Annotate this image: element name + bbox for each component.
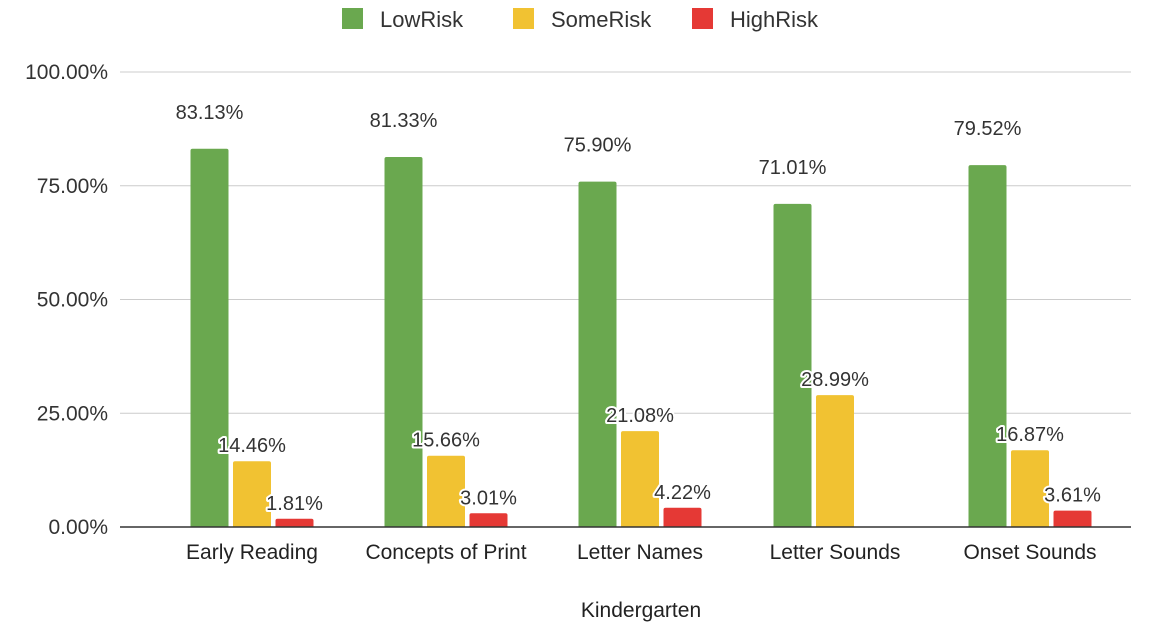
data-label: 71.01% bbox=[759, 157, 827, 179]
data-label: 15.66% bbox=[412, 430, 480, 452]
data-label: 83.13% bbox=[176, 102, 244, 124]
bar-somerisk bbox=[816, 395, 854, 527]
y-tick-label: 25.00% bbox=[37, 402, 108, 425]
y-tick-label: 100.00% bbox=[25, 61, 108, 84]
bar-lowrisk bbox=[968, 165, 1007, 527]
data-label: 3.61% bbox=[1044, 485, 1101, 507]
x-tick-label: Early Reading bbox=[186, 541, 318, 564]
x-tick-label: Onset Sounds bbox=[963, 541, 1096, 564]
x-tick-label: Concepts of Print bbox=[365, 541, 526, 564]
gridlines bbox=[120, 71, 1131, 414]
data-label: 79.52% bbox=[954, 118, 1022, 140]
data-label: 14.46% bbox=[218, 435, 286, 457]
legend-swatch-somerisk bbox=[513, 8, 534, 29]
data-labels: 83.13% 14.46% 1.81% 81.33% 15.66% 3.01% 75.90%… bbox=[174, 100, 1103, 517]
bar-lowrisk bbox=[773, 203, 812, 528]
data-label: 16.87% bbox=[996, 424, 1064, 446]
legend-label-highrisk: HighRisk bbox=[730, 7, 819, 32]
data-label: 3.01% bbox=[460, 487, 517, 509]
x-tick-label: Letter Sounds bbox=[770, 541, 901, 564]
x-tick-label: Letter Names bbox=[577, 541, 703, 564]
data-label: 4.22% bbox=[654, 482, 711, 504]
legend: LowRisk SomeRisk HighRisk bbox=[342, 7, 819, 32]
data-label: 21.08% bbox=[606, 405, 674, 427]
bar-highrisk bbox=[1053, 510, 1092, 527]
bar-lowrisk bbox=[190, 148, 229, 528]
y-tick-label: 50.00% bbox=[37, 289, 108, 312]
bar-somerisk bbox=[621, 431, 659, 527]
bar-highrisk bbox=[275, 518, 314, 527]
bars bbox=[190, 148, 1092, 528]
y-axis-ticks: 0.00% 25.00% 50.00% 75.00% 100.00% bbox=[25, 61, 108, 539]
data-label: 75.90% bbox=[564, 135, 632, 157]
legend-swatch-lowrisk bbox=[342, 8, 363, 29]
bar-lowrisk bbox=[578, 181, 617, 527]
x-axis: Early Reading Concepts of Print Letter Nam… bbox=[120, 526, 1131, 564]
legend-label-somerisk: SomeRisk bbox=[551, 7, 652, 32]
y-tick-label: 0.00% bbox=[48, 516, 108, 539]
bar-highrisk bbox=[469, 513, 508, 527]
legend-label-lowrisk: LowRisk bbox=[380, 7, 464, 32]
y-tick-label: 75.00% bbox=[37, 175, 108, 198]
bar-somerisk bbox=[1011, 450, 1049, 527]
data-label: 81.33% bbox=[370, 110, 438, 132]
bar-lowrisk bbox=[384, 156, 423, 528]
legend-swatch-highrisk bbox=[692, 8, 713, 29]
bar-highrisk bbox=[663, 507, 702, 527]
bar-somerisk bbox=[233, 461, 271, 527]
data-label: 1.81% bbox=[266, 493, 323, 515]
x-axis-title: Kindergarten bbox=[581, 599, 701, 622]
data-label: 28.99% bbox=[801, 369, 869, 391]
bar-somerisk bbox=[427, 455, 465, 527]
